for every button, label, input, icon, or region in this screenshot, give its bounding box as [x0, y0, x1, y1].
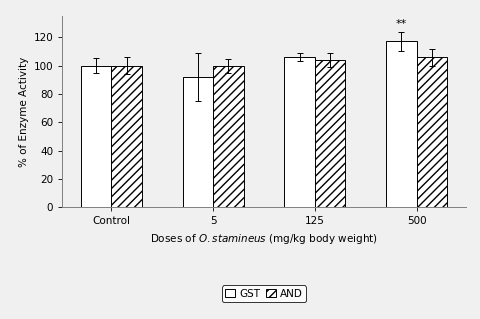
X-axis label: Doses of $\mathit{O. stamineus}$ (mg/kg body weight): Doses of $\mathit{O. stamineus}$ (mg/kg … — [150, 232, 378, 246]
Y-axis label: % of Enzyme Activity: % of Enzyme Activity — [20, 56, 29, 167]
Bar — [386, 41, 417, 207]
Bar — [111, 66, 142, 207]
Bar — [417, 57, 447, 207]
Bar — [213, 66, 244, 207]
Bar — [315, 60, 346, 207]
Bar — [182, 77, 213, 207]
Bar — [284, 57, 315, 207]
Text: **: ** — [396, 19, 407, 29]
Bar — [81, 66, 111, 207]
Legend: GST, AND: GST, AND — [222, 286, 306, 302]
